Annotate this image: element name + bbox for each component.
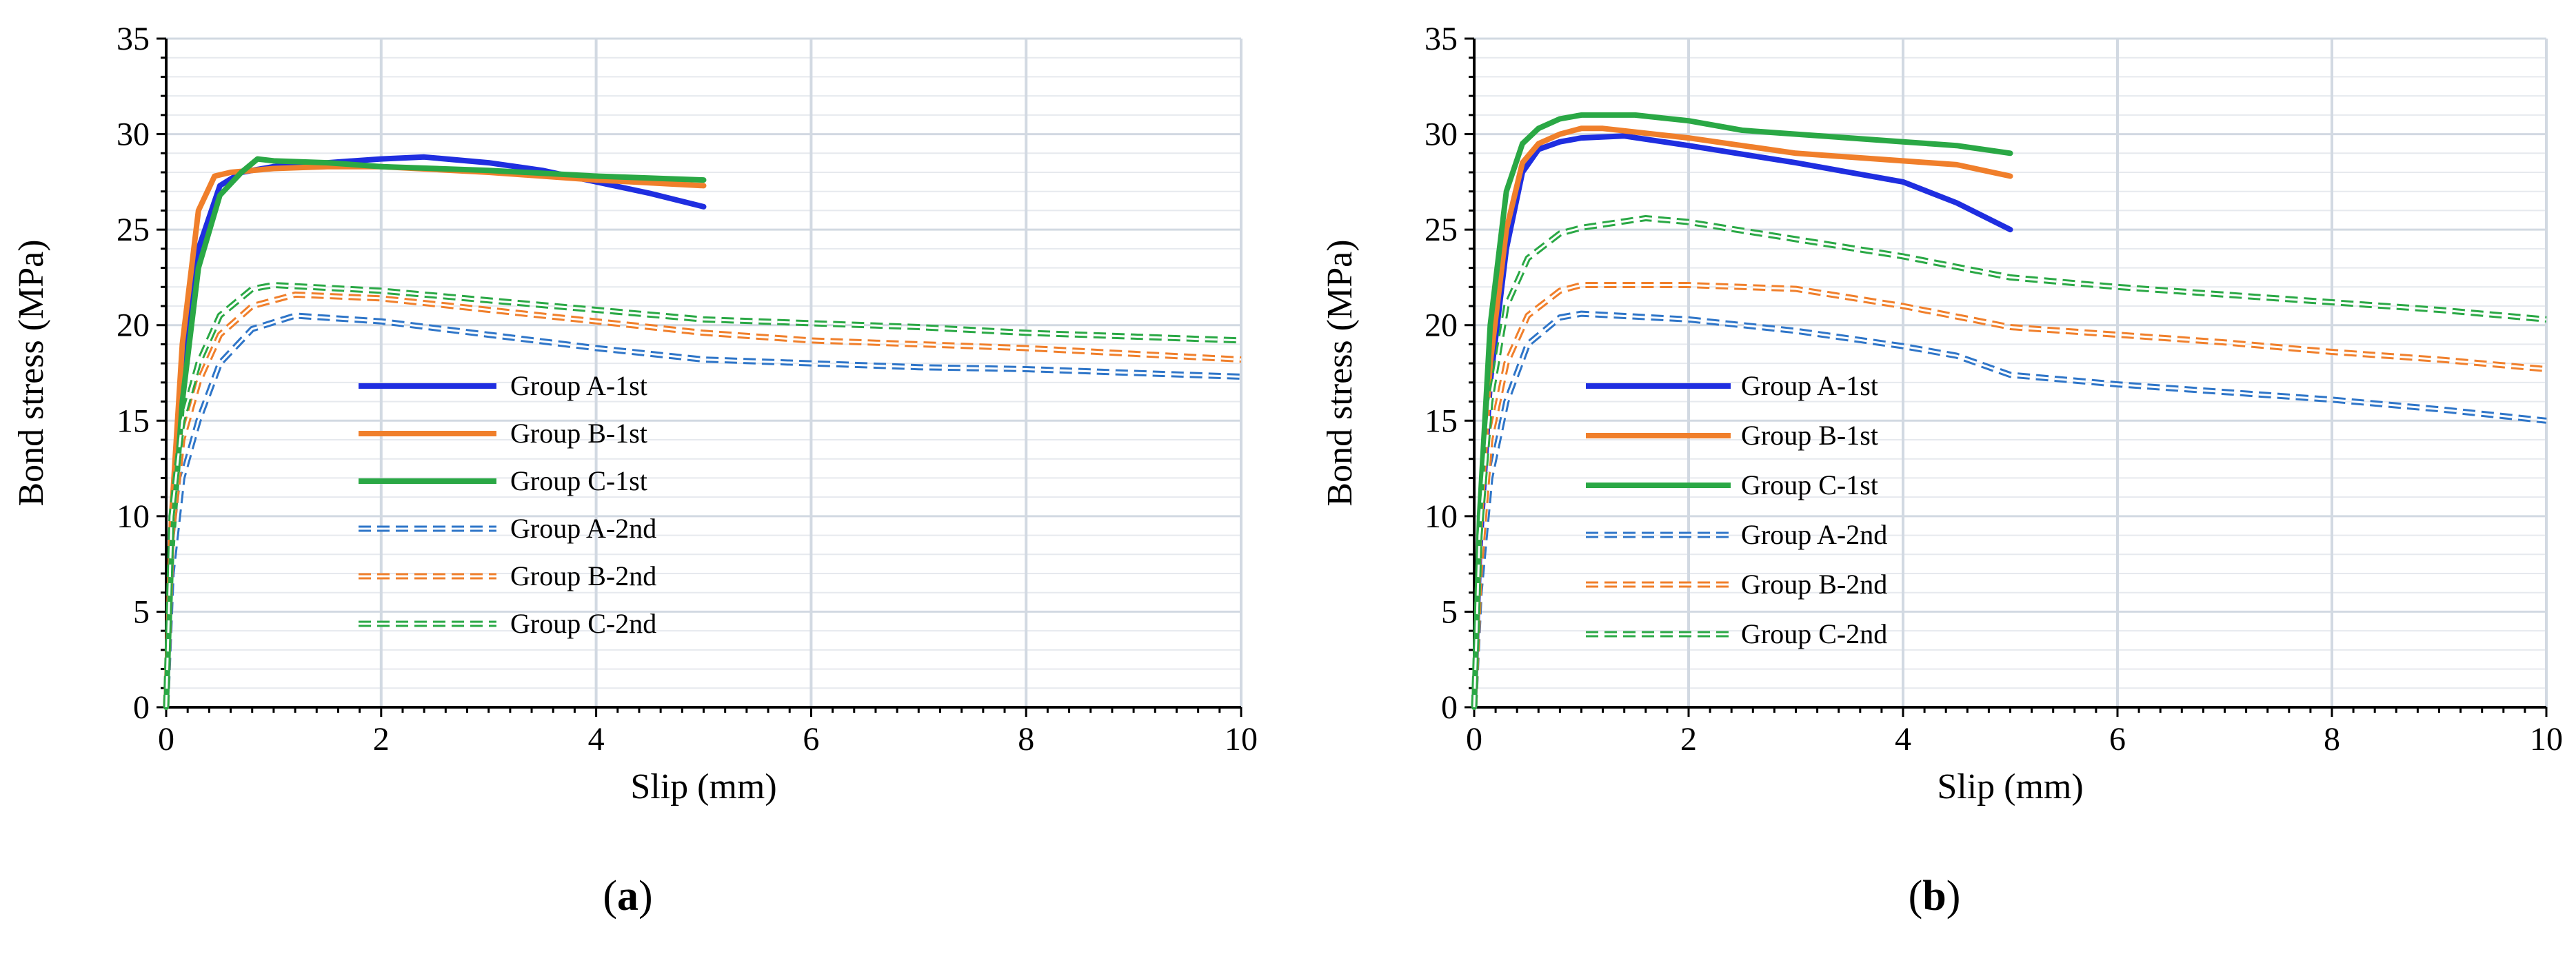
y-tick-label: 10 <box>117 498 150 535</box>
chart-panel-a: 0 5 10 15 20 25 30 35 0 2 4 6 8 10 Slip (mm) Bond stres… <box>12 21 1258 920</box>
panel-letter: a <box>617 873 638 920</box>
x-tick-label: 8 <box>2324 721 2340 758</box>
x-tick-label: 0 <box>1466 721 1482 758</box>
y-tick-label: 30 <box>117 116 150 153</box>
x-tick-label: 0 <box>158 721 174 758</box>
y-tick-label: 5 <box>133 593 150 630</box>
y-tick-label: 10 <box>1425 498 1458 535</box>
x-tick-label: 2 <box>373 721 390 758</box>
panel-label: (b) <box>1909 873 1961 920</box>
series-line-group-b-1st <box>1471 125 2013 710</box>
y-tick-label: 15 <box>117 403 150 439</box>
series-line-group-c-1st <box>163 156 707 710</box>
legend-label-group-c-1st: Group C-1st <box>1741 469 1878 500</box>
legend: Group A-1st Group B-1st Group C-1st Group A… <box>1586 370 1887 649</box>
x-tick-label: 6 <box>2109 721 2126 758</box>
chart-panel-b: 0 5 10 15 20 25 30 35 0 2 4 6 8 10 Slip (mm) Bond stres… <box>1320 21 2563 920</box>
x-tick-label: 6 <box>803 721 819 758</box>
x-axis-title: Slip (mm) <box>630 767 776 806</box>
panel-label: (a) <box>603 873 652 920</box>
series-line-group-c-1st <box>1471 112 2013 710</box>
y-tick-label: 0 <box>133 689 150 726</box>
legend-label-group-b-2nd: Group B-2nd <box>1741 569 1887 600</box>
x-tick-label: 4 <box>1895 721 1911 758</box>
y-tick-label: 35 <box>1425 21 1458 57</box>
legend-label-group-b-1st: Group B-1st <box>1741 420 1878 451</box>
panel-letter: b <box>1922 873 1946 920</box>
legend-label-group-a-2nd: Group A-2nd <box>1741 519 1887 550</box>
legend-label-group-b-1st: Group B-1st <box>510 418 647 449</box>
y-tick-label: 25 <box>117 212 150 248</box>
y-tick-label: 35 <box>117 21 150 57</box>
legend-label-group-b-2nd: Group B-2nd <box>510 560 656 591</box>
y-tick-label: 5 <box>1441 593 1458 630</box>
series-line-inner-group-a-2nd <box>1473 312 2547 708</box>
series-line-inner-group-c-2nd <box>1473 217 2547 708</box>
series-line-inner-group-b-2nd <box>1473 284 2547 708</box>
x-tick-label: 4 <box>588 721 605 758</box>
legend-label-group-c-1st: Group C-1st <box>510 465 647 496</box>
series-line-inner-group-a-2nd <box>165 314 1242 708</box>
legend-label-group-a-2nd: Group A-2nd <box>510 513 656 544</box>
y-tick-label: 20 <box>117 307 150 344</box>
x-tick-label: 10 <box>2530 721 2563 758</box>
legend-label-group-c-2nd: Group C-2nd <box>1741 618 1887 649</box>
y-axis-title: Bond stress (MPa) <box>1320 239 1360 506</box>
y-tick-label: 20 <box>1425 307 1458 344</box>
y-tick-label: 25 <box>1425 212 1458 248</box>
legend-label-group-a-1st: Group A-1st <box>510 370 647 401</box>
x-tick-label: 2 <box>1680 721 1697 758</box>
y-tick-label: 0 <box>1441 689 1458 726</box>
x-axis-title: Slip (mm) <box>1937 767 2083 806</box>
y-tick-label: 30 <box>1425 116 1458 153</box>
legend-label-group-a-1st: Group A-1st <box>1741 370 1878 401</box>
series-line-inner-group-b-2nd <box>165 293 1242 708</box>
series-line-inner-group-c-2nd <box>165 284 1242 708</box>
x-tick-label: 10 <box>1225 721 1258 758</box>
legend: Group A-1st Group B-1st Group C-1st Group A… <box>359 370 656 639</box>
x-tick-label: 8 <box>1018 721 1034 758</box>
legend-label-group-c-2nd: Group C-2nd <box>510 608 656 639</box>
y-tick-label: 15 <box>1425 403 1458 439</box>
y-axis-title: Bond stress (MPa) <box>12 239 51 506</box>
